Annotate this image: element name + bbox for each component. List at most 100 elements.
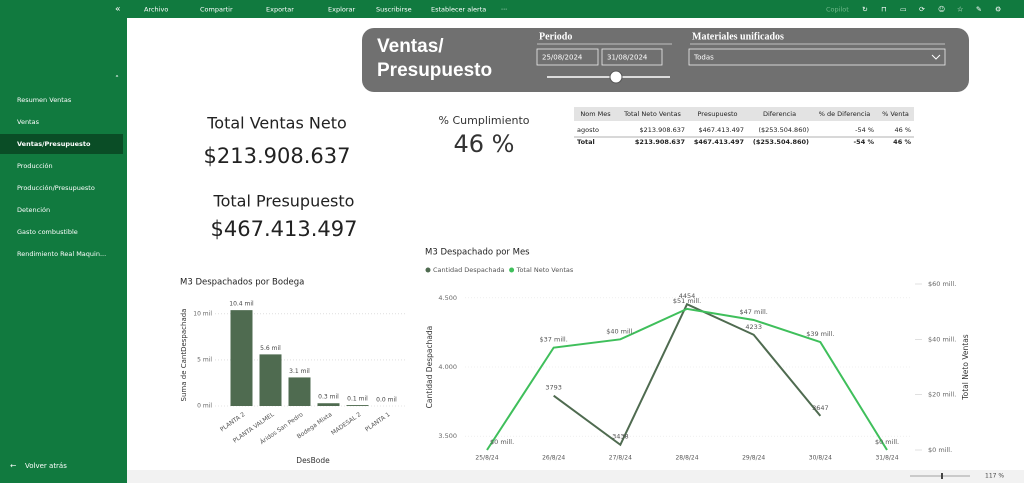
table-cell: $467.413.497 xyxy=(699,126,745,134)
bar xyxy=(317,403,340,406)
dropdown-arrow xyxy=(931,54,941,60)
toolbar-item[interactable]: ··· xyxy=(501,6,507,14)
x-tick-label: 30/8/24 xyxy=(809,455,832,462)
kpi-value: $467.413.497 xyxy=(211,217,358,241)
date-end: 31/08/2024 xyxy=(607,54,648,62)
data-label: $47 mill. xyxy=(740,308,768,316)
toolbar-icon[interactable]: ☆ xyxy=(957,6,963,14)
toolbar-icon[interactable]: ⊓ xyxy=(881,6,886,14)
nav-item[interactable]: Producción xyxy=(17,162,53,170)
toolbar xyxy=(0,0,1024,18)
bar xyxy=(259,354,282,406)
nav-item[interactable]: Resumen Ventas xyxy=(17,96,72,104)
toolbar-icon[interactable]: ☺ xyxy=(938,6,945,14)
back-arrow[interactable]: ← xyxy=(10,461,16,470)
page-title: Ventas/ xyxy=(377,36,444,57)
table-cell: ($253.504.860) xyxy=(758,126,809,134)
axis-title: Cantidad Despachada xyxy=(425,326,434,409)
zoom-handle[interactable] xyxy=(941,473,943,479)
table-header: % Venta xyxy=(882,110,909,118)
nav-item[interactable]: Ventas xyxy=(17,118,40,126)
toolbar-item[interactable]: Compartir xyxy=(200,6,233,14)
kpi-label: Total Presupuesto xyxy=(213,192,355,211)
data-label: 3793 xyxy=(545,384,562,392)
table-cell: agosto xyxy=(577,126,599,134)
copilot-button[interactable]: Copilot xyxy=(826,6,849,14)
toolbar-item[interactable]: Exportar xyxy=(266,6,294,14)
legend-label: Cantidad Despachada xyxy=(433,266,505,274)
filter-label: Periodo xyxy=(539,31,572,42)
date-input[interactable] xyxy=(601,48,663,66)
data-label: 0.3 mil xyxy=(318,394,339,401)
y-tick-label: 5 mil xyxy=(197,356,212,363)
table-header: Diferencia xyxy=(763,110,796,118)
toolbar-icon[interactable]: ⚙ xyxy=(995,6,1001,14)
axis-title: Suma de CantDespachada xyxy=(180,309,188,402)
bar xyxy=(230,310,253,406)
line-series xyxy=(553,302,822,447)
zoom-level: 117 % xyxy=(985,473,1004,480)
data-label: 4454 xyxy=(679,292,696,300)
table-header: Presupuesto xyxy=(698,110,738,118)
date-input[interactable] xyxy=(536,48,599,66)
data-label: 5.6 mil xyxy=(260,345,281,352)
legend-marker xyxy=(509,267,515,273)
kpi-label: % Cumplimiento xyxy=(439,114,530,127)
table-header: Total Neto Ventas xyxy=(623,110,681,118)
table-cell: $467.413.497 xyxy=(694,138,744,146)
toolbar-icon[interactable]: ▭ xyxy=(900,6,907,14)
data-label: 4233 xyxy=(745,323,762,331)
y-tick-label: 4.000 xyxy=(438,363,457,371)
x-tick-label: 28/8/24 xyxy=(675,455,698,462)
dropdown[interactable] xyxy=(688,48,946,66)
page-title: Presupuesto xyxy=(377,60,492,81)
toolbar-item[interactable]: Explorar xyxy=(328,6,356,14)
toolbar-item[interactable]: Establecer alerta xyxy=(431,6,486,14)
status-bar xyxy=(127,470,1024,483)
nav-item[interactable]: Gasto combustible xyxy=(17,228,78,236)
y-tick-label: 4.500 xyxy=(438,294,457,302)
nav-item[interactable]: Ventas/Presupuesto xyxy=(17,140,91,148)
table-header: % de Diferencia xyxy=(819,110,871,118)
nav-selected xyxy=(0,134,123,154)
toolbar-icon[interactable]: ⟳ xyxy=(919,6,925,14)
back-link[interactable]: Volver atrás xyxy=(25,462,67,470)
y2-tick-label: $20 mill. xyxy=(928,391,956,399)
expand-icon[interactable]: ˄ xyxy=(115,75,119,84)
slider-handle[interactable] xyxy=(609,70,623,84)
legend-label: Total Neto Ventas xyxy=(516,266,574,274)
table-cell: 46 % xyxy=(893,138,911,146)
x-tick-label: 29/8/24 xyxy=(742,455,765,462)
y-tick-label: 0 mil xyxy=(197,403,212,410)
x-tick-label: 27/8/24 xyxy=(609,455,632,462)
data-label: 3.1 mil xyxy=(289,368,310,375)
collapse-icon[interactable]: « xyxy=(115,5,121,15)
kpi-value: $213.908.637 xyxy=(204,144,351,168)
y-tick-label: 3.500 xyxy=(438,432,457,440)
date-start: 25/08/2024 xyxy=(542,54,583,62)
table-cell: Total xyxy=(577,138,595,146)
data-label: $0 mill. xyxy=(875,438,899,446)
chart-title: M3 Despachados por Bodega xyxy=(180,278,304,288)
table-cell: -54 % xyxy=(853,138,874,146)
toolbar-icon[interactable]: ✎ xyxy=(976,6,982,14)
data-label: 10.4 mil xyxy=(229,301,254,308)
toolbar-item[interactable]: Suscribirse xyxy=(376,6,412,14)
nav-item[interactable]: Detención xyxy=(17,206,50,214)
y2-tick-label: $40 mill. xyxy=(928,335,956,343)
toolbar-icon[interactable]: ↻ xyxy=(862,6,868,14)
toolbar-item[interactable]: Archivo xyxy=(144,6,168,14)
table-header-bg xyxy=(574,107,914,121)
bar xyxy=(346,405,369,406)
data-label: 0.1 mil xyxy=(347,396,368,403)
data-label: 0.0 mil xyxy=(376,397,397,404)
chart-title: M3 Despachado por Mes xyxy=(425,248,530,258)
line-series xyxy=(486,307,888,451)
y2-tick-label: $0 mill. xyxy=(928,446,952,454)
y-tick-label: 10 mil xyxy=(193,310,212,317)
legend-marker xyxy=(425,267,431,273)
nav-item[interactable]: Producción/Presupuesto xyxy=(17,184,95,192)
x-tick-label: 31/8/24 xyxy=(875,455,898,462)
nav-item[interactable]: Rendimiento Real Maquin... xyxy=(17,250,106,258)
x-tick-label: 25/8/24 xyxy=(475,455,498,462)
